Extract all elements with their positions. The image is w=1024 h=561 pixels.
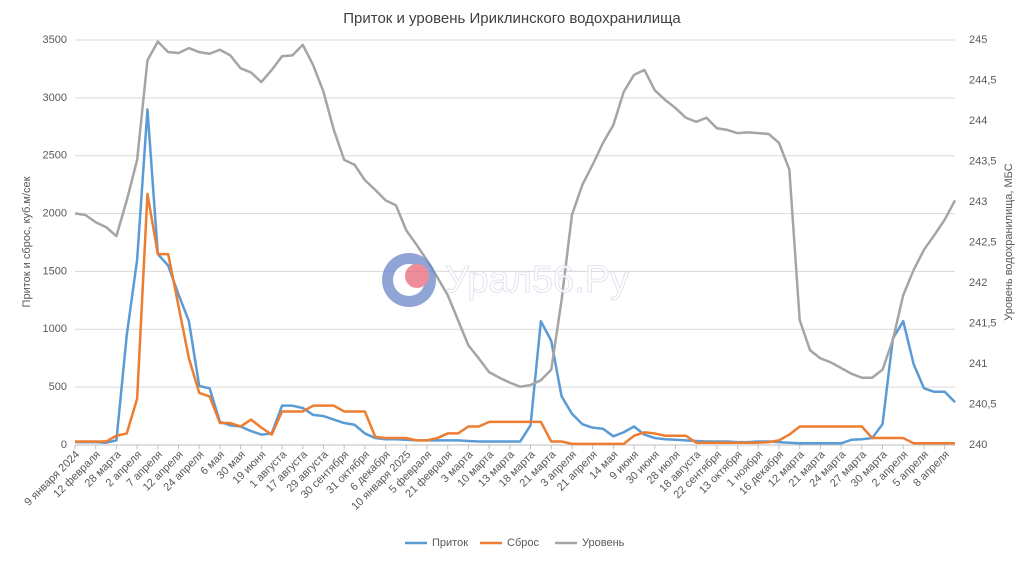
y-tick-label: 1000: [43, 323, 67, 335]
y-axis-label: Приток и сброс, куб.м/сек: [21, 176, 33, 307]
grid: [74, 39, 955, 449]
y2-tick-label: 242,5: [969, 236, 997, 248]
y2-tick-label: 240,5: [969, 398, 997, 410]
legend-label: Приток: [432, 537, 468, 549]
y-tick-label: 2000: [43, 207, 67, 219]
legend-label: Уровень: [582, 537, 625, 549]
y-tick-label: 3000: [43, 92, 67, 104]
y2-tick-label: 244,5: [969, 74, 997, 86]
series-line: [74, 40, 957, 388]
y2-tick-label: 244: [969, 115, 987, 127]
y2-axis-label: Уровень водохранилища, МБС: [1003, 163, 1015, 320]
y2-tick-label: 241,5: [969, 317, 997, 329]
y2-tick-label: 241: [969, 358, 987, 370]
y-tick-label: 3500: [43, 34, 67, 46]
y-tick-label: 1500: [43, 265, 67, 277]
legend-label: Сброс: [507, 537, 539, 549]
watermark: Урал56.Ру: [445, 259, 629, 301]
y2-tick-label: 240: [969, 439, 987, 451]
y2-tick-label: 245: [969, 34, 987, 46]
y2-tick-label: 243: [969, 196, 987, 208]
series-line: [75, 192, 955, 446]
y-tick-label: 0: [61, 439, 67, 451]
y-tick-label: 500: [49, 381, 67, 393]
y2-tick-label: 243,5: [969, 155, 997, 167]
chart-title: Приток и уровень Ириклинского водохранил…: [343, 10, 681, 27]
y2-tick-label: 242: [969, 277, 987, 289]
y-tick-label: 2500: [43, 150, 67, 162]
watermark-logo: [382, 253, 436, 307]
